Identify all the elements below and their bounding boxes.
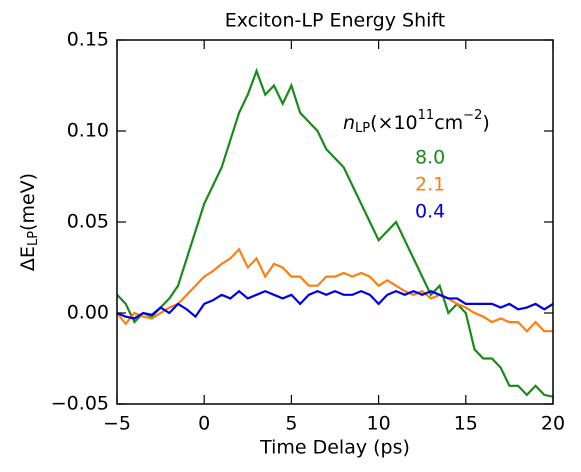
x-tick-label: 15 (454, 413, 478, 435)
y-label-part: (meV) (17, 173, 39, 231)
x-axis-label: Time Delay (ps) (259, 437, 410, 459)
chart-title: Exciton-LP Energy Shift (225, 10, 445, 32)
y-tick-label: 0.15 (67, 29, 109, 51)
x-tick-label: 20 (541, 413, 565, 435)
data-line (116, 289, 554, 320)
legend-title: nLP(×1011cm−2) (343, 108, 490, 136)
legend-title-part: n (343, 112, 355, 134)
y-label-part: ΔE (17, 246, 39, 271)
legend-entry: 2.1 (415, 174, 445, 196)
plot-frame (116, 39, 554, 405)
y-tick-label: 0.05 (67, 211, 109, 233)
y-tick-label: −0.05 (51, 393, 109, 415)
y-tick-label: 0.00 (67, 302, 109, 324)
y-label-sub: LP (26, 231, 41, 246)
data-line (116, 247, 553, 333)
legend-entry: 8.0 (415, 147, 445, 169)
legend-title-sub: LP (355, 121, 370, 136)
y-axis-label: ΔELP(meV) (17, 173, 41, 271)
legend-entry: 0.4 (415, 201, 445, 223)
x-tick-label: −5 (103, 413, 131, 435)
y-tick-label: 0.10 (67, 120, 109, 142)
x-tick-label: 0 (198, 413, 210, 435)
data-line (116, 67, 554, 398)
legend-title-part: ) (482, 112, 489, 134)
x-tick-label: 10 (367, 413, 391, 435)
x-tick-label: 5 (285, 413, 297, 435)
legend-title-sup: −2 (463, 108, 482, 123)
legend-title-part: cm (434, 112, 463, 134)
legend-title-sup: 11 (418, 108, 435, 123)
legend-title-part: (×10 (370, 112, 418, 134)
